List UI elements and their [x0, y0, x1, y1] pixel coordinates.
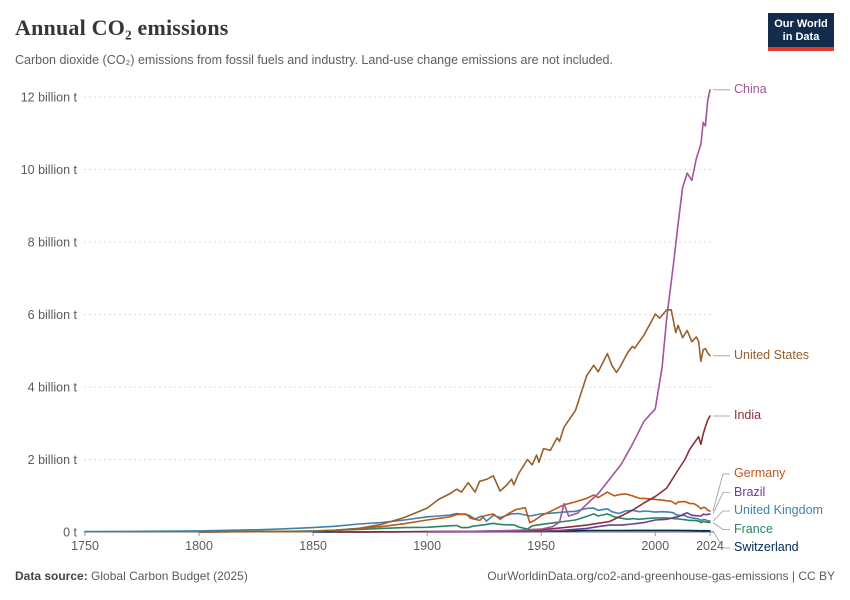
label-connector	[712, 492, 730, 515]
series-line-united-states[interactable]	[198, 309, 711, 533]
data-source-label: Data source:	[15, 569, 88, 583]
series-label-united-states[interactable]: United States	[734, 347, 810, 362]
y-tick-label: 12 billion t	[21, 91, 78, 105]
x-tick-label: 2024	[696, 539, 724, 553]
series-label-france[interactable]: France	[734, 521, 773, 536]
owid-logo-accent	[768, 47, 834, 51]
label-connector	[712, 473, 730, 512]
owid-logo-line2: in Data	[782, 31, 820, 43]
chart-footer: Data source: Global Carbon Budget (2025)…	[15, 569, 835, 583]
x-tick-label: 1900	[413, 539, 441, 553]
y-tick-label: 8 billion t	[28, 236, 78, 250]
series-line-united-kingdom[interactable]	[84, 507, 711, 533]
owid-logo[interactable]: Our World in Data	[768, 13, 834, 51]
chart-subtitle: Carbon dioxide (CO₂) emissions from foss…	[15, 53, 613, 67]
y-tick-label: 2 billion t	[28, 453, 78, 467]
series-label-india[interactable]: India	[734, 408, 762, 422]
series-label-china[interactable]: China	[734, 81, 767, 96]
x-tick-label: 1950	[527, 539, 555, 553]
x-tick-label: 1850	[299, 539, 327, 553]
series-label-brazil[interactable]: Brazil	[734, 484, 766, 499]
y-tick-label: 4 billion t	[28, 381, 78, 395]
credit-link[interactable]: OurWorldinData.org/co2-and-greenhouse-ga…	[487, 569, 835, 583]
x-tick-label: 1800	[185, 539, 213, 553]
owid-logo-line1: Our World	[774, 18, 828, 30]
data-source-value: Global Carbon Budget (2025)	[91, 569, 248, 583]
y-tick-label: 6 billion t	[28, 308, 78, 322]
label-connector	[712, 522, 730, 530]
series-label-switzerland[interactable]: Switzerland	[734, 540, 799, 554]
series-label-germany[interactable]: Germany	[734, 466, 786, 480]
chart-title: Annual CO₂ emissions	[15, 15, 229, 40]
x-tick-label: 2000	[641, 539, 669, 553]
series-line-china[interactable]	[426, 89, 711, 533]
label-connector	[712, 510, 730, 522]
y-tick-label: 0 t	[63, 526, 77, 540]
series-line-brazil[interactable]	[426, 511, 711, 533]
y-tick-label: 10 billion t	[21, 163, 78, 177]
series-label-united-kingdom[interactable]: United Kingdom	[734, 503, 823, 517]
series-line-germany[interactable]	[198, 491, 711, 533]
data-source: Data source: Global Carbon Budget (2025)	[15, 569, 248, 583]
label-connector	[712, 530, 730, 549]
x-tick-label: 1750	[71, 539, 99, 553]
series-line-france[interactable]	[198, 513, 711, 533]
